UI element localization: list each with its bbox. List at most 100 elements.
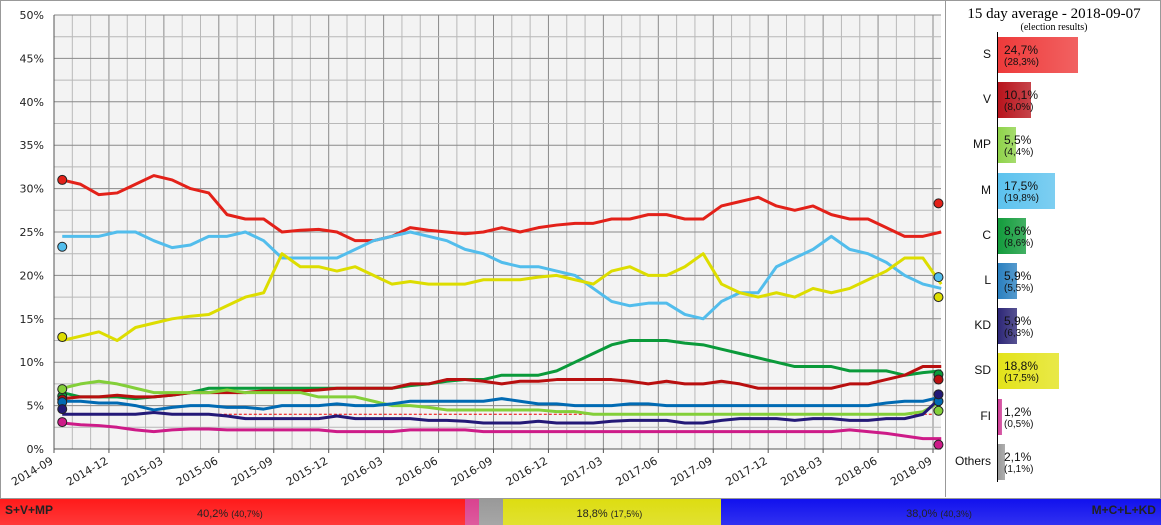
election-2018-marker-m	[933, 272, 944, 283]
panel-bar-value: 18,8%	[1004, 359, 1039, 374]
y-tick-label: 5%	[27, 400, 44, 413]
bloc-bar: S+V+MP 40,2% (40,7%) 18,8% (17,5%) 38,0%…	[0, 499, 1161, 525]
y-tick-label: 0%	[27, 443, 44, 456]
panel-bar	[998, 353, 1059, 390]
series-line-fi	[62, 421, 942, 441]
election-2014-marker-mp	[57, 384, 68, 395]
panel-title: 15 day average - 2018-09-07	[967, 6, 1141, 22]
y-tick-label: 50%	[20, 9, 44, 22]
panel-bar	[998, 37, 1079, 73]
poll-line-chart: 0% 5% 10% 15% 20% 25% 30% 35% 40% 45% 50% 2014-09 20…	[9, 9, 944, 489]
x-tick-label: 2017-12	[723, 454, 769, 488]
panel-bar-value: 1,2%	[1004, 404, 1032, 419]
panel-axis	[997, 32, 998, 482]
election-2014-marker-m	[57, 241, 68, 252]
bloc-left-segment: S+V+MP 40,2% (40,7%)	[0, 499, 466, 525]
x-tick-label: 2018-06	[833, 454, 879, 488]
x-tick-label: 2016-06	[394, 454, 440, 488]
election-2014-marker-s	[57, 174, 68, 185]
panel-bar-result: (6,3%)	[1004, 328, 1034, 340]
bloc-right-segment: 38,0% (40,3%) M+C+L+KD	[721, 499, 1161, 525]
panel-bar-value: 8,6%	[1004, 223, 1032, 238]
election-2014-marker-sd	[57, 332, 68, 343]
bloc-right-value: 38,0%	[906, 508, 938, 520]
panel-bar-value: 17,5%	[1004, 178, 1039, 193]
panel-bar-value: 24,7%	[1004, 43, 1039, 57]
x-tick-label: 2016-12	[504, 454, 550, 488]
y-tick-label: 30%	[20, 183, 44, 196]
panel-party-label: MP	[973, 137, 991, 152]
y-tick-label: 15%	[20, 313, 44, 326]
x-tick-label: 2015-09	[229, 454, 275, 488]
x-tick-label: 2016-09	[449, 454, 495, 488]
election-2014-marker-kd	[57, 404, 68, 415]
panel-bar-value: 2,1%	[1004, 449, 1032, 464]
y-tick-label: 25%	[20, 226, 44, 239]
panel-bar	[998, 82, 1031, 119]
x-tick-label: 2018-03	[778, 454, 824, 488]
series-line-m	[62, 230, 942, 321]
panel-party-label: SD	[974, 363, 991, 378]
panel-party-label: M	[981, 182, 991, 197]
y-tick-label: 35%	[20, 139, 44, 152]
series-line-l	[62, 395, 942, 412]
bloc-left-name: S+V+MP	[5, 503, 54, 517]
series-line-mp	[61, 379, 942, 416]
x-tick-label: 2015-03	[119, 454, 165, 488]
x-tick-label: 2017-03	[559, 454, 605, 488]
x-tick-label: 2017-09	[668, 454, 714, 488]
panel-bar-value: 10,1%	[1004, 88, 1039, 103]
bloc-sd-value: 18,8%	[576, 508, 608, 520]
election-2018-marker-fi	[933, 439, 944, 450]
panel-party-label: S	[982, 47, 991, 61]
panel-bar-result: (1,1%)	[1004, 463, 1034, 475]
y-tick-label: 10%	[20, 356, 44, 369]
panel-bar	[998, 172, 1055, 209]
panel-bar	[998, 263, 1018, 299]
y-tick-label: 20%	[20, 269, 44, 282]
panel-party-label: Others	[954, 453, 991, 468]
bloc-others-segment	[479, 499, 504, 525]
panel-bar-result: (28,3%)	[1004, 57, 1040, 68]
panel-bar-result: (5,5%)	[1004, 283, 1034, 294]
bloc-left-value: 40,2%	[197, 508, 229, 520]
panel-bar	[998, 127, 1016, 164]
panel-bar-result: (8,0%)	[1004, 102, 1034, 114]
panel-bar	[998, 217, 1026, 254]
y-tick-label: 45%	[20, 52, 44, 65]
panel-party-label: C	[982, 227, 991, 242]
series-line-kd	[62, 395, 943, 425]
election-2018-marker-mp	[933, 405, 944, 416]
x-tick-label: 2018-09	[888, 454, 934, 488]
panel-bar-value: 5,5%	[1004, 133, 1032, 148]
x-tick-label: 2014-09	[9, 454, 55, 488]
y-tick-label: 40%	[20, 96, 44, 109]
panel-party-label: FI	[980, 408, 991, 423]
bloc-sd-segment: 18,8% (17,5%)	[503, 499, 722, 525]
panel-bar-result: (4,4%)	[1004, 147, 1034, 159]
panel-bar-result: (0,5%)	[1004, 418, 1034, 430]
series-line-c	[61, 339, 942, 401]
bloc-left-result: (40,7%)	[231, 509, 263, 519]
x-tick-label: 2015-06	[174, 454, 220, 488]
panel-bar-value: 5,9%	[1004, 314, 1032, 329]
panel-subtitle: (election results)	[1020, 22, 1088, 33]
panel-bar	[998, 398, 1002, 435]
series-line-sd	[61, 252, 943, 342]
election-2014-marker-fi	[57, 417, 68, 428]
election-2018-marker-s	[933, 198, 944, 209]
election-2018-marker-v	[933, 374, 944, 385]
panel-bar-result: (19,8%)	[1004, 192, 1040, 204]
panel-bar-result: (8,6%)	[1004, 237, 1034, 249]
x-tick-label: 2016-03	[339, 454, 385, 488]
panel-party-label: L	[984, 273, 991, 287]
x-tick-label: 2015-12	[284, 454, 330, 488]
panel-party-label: V	[982, 92, 991, 107]
series-line-s	[61, 174, 942, 243]
bloc-fi-segment	[465, 499, 480, 525]
x-tick-label: 2017-06	[614, 454, 660, 488]
panel-bar	[998, 308, 1018, 345]
bloc-right-name: M+C+L+KD	[1091, 503, 1156, 517]
election-2018-marker-kd	[933, 389, 944, 400]
